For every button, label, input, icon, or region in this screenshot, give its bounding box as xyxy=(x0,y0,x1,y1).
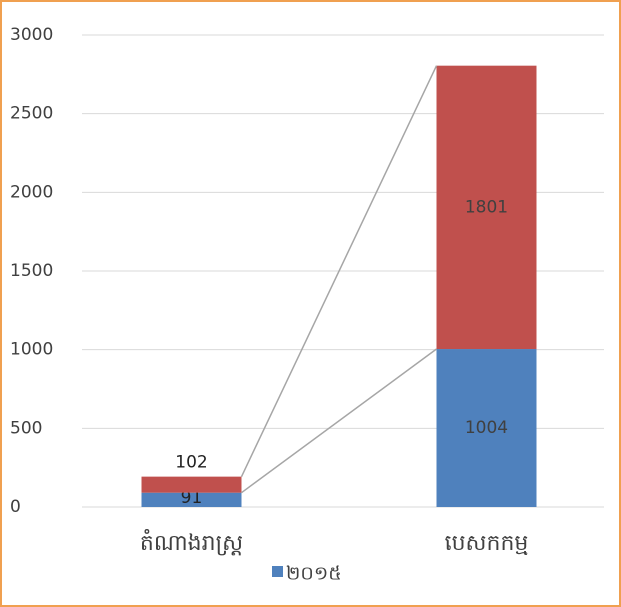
data-label: 102 xyxy=(175,453,207,473)
x-tick-label: តំណាងរាស្ត្រ xyxy=(140,529,243,556)
data-label: 1801 xyxy=(465,197,508,217)
y-tick-label: 1500 xyxy=(10,261,53,281)
y-tick-label: 2000 xyxy=(10,182,53,202)
bar-segment xyxy=(436,349,537,507)
data-label: 91 xyxy=(181,488,203,508)
legend-label: ២០១៥ xyxy=(286,563,342,585)
bar-segment xyxy=(141,476,242,493)
y-tick-label: 2500 xyxy=(10,104,53,124)
bar-segment xyxy=(141,492,242,507)
data-label: 1004 xyxy=(465,418,508,438)
bar-segment xyxy=(436,65,537,350)
y-tick-label: 3000 xyxy=(10,25,53,45)
series-line xyxy=(241,348,437,494)
y-tick-label: 0 xyxy=(10,497,21,517)
series-line xyxy=(240,65,438,477)
y-tick-label: 1000 xyxy=(10,340,53,360)
y-tick-label: 500 xyxy=(10,418,42,438)
legend-swatch xyxy=(272,566,283,577)
x-tick-label: បេសកកម្ម xyxy=(445,531,529,556)
